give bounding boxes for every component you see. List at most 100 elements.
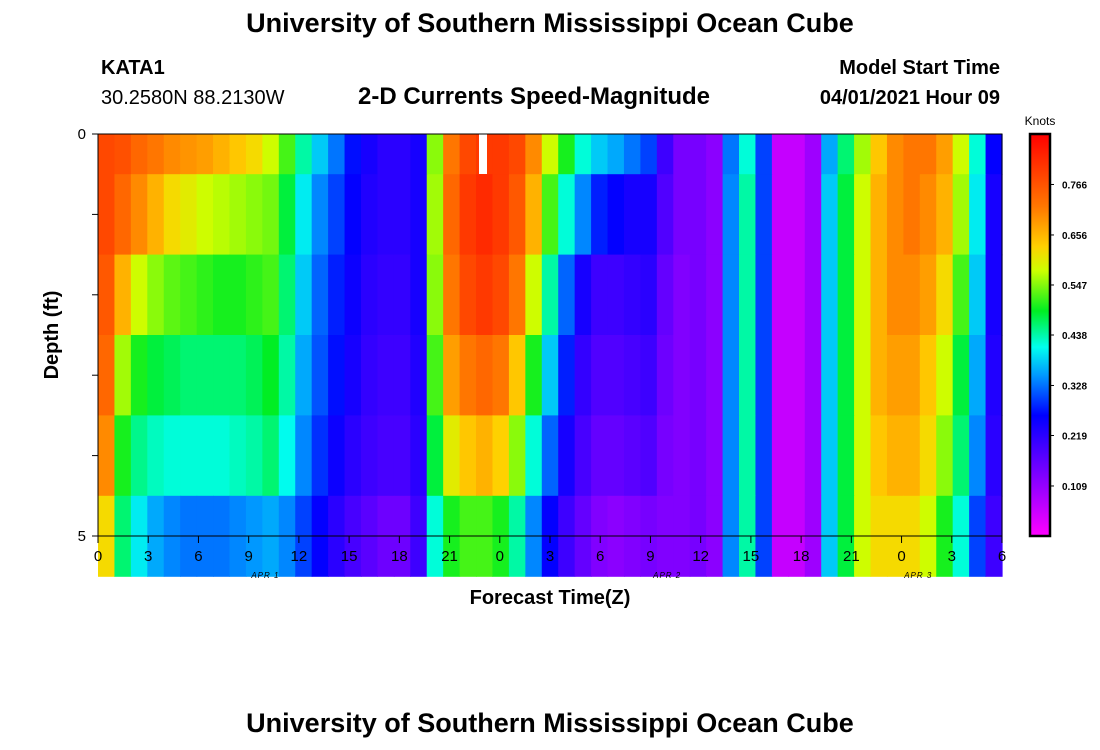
heatmap-cell bbox=[114, 134, 132, 175]
heatmap-cell bbox=[114, 335, 132, 416]
heatmap-cell bbox=[278, 335, 296, 416]
heatmap-cell bbox=[558, 415, 576, 497]
heatmap-cell bbox=[788, 415, 806, 497]
heatmap-cell bbox=[278, 415, 296, 497]
heatmap-cell bbox=[821, 254, 839, 336]
heatmap-cell bbox=[722, 415, 740, 497]
heatmap-cell bbox=[591, 335, 609, 416]
x-tick-label: 18 bbox=[391, 548, 408, 565]
date-label: APR 3 bbox=[903, 571, 932, 580]
x-tick-label: 15 bbox=[743, 548, 760, 565]
x-tick-label: 12 bbox=[692, 548, 709, 565]
heatmap-cell bbox=[130, 335, 148, 416]
heatmap-cell bbox=[114, 254, 132, 336]
heatmap-cell bbox=[689, 174, 707, 256]
colorbar-tick-label: 0.547 bbox=[1062, 281, 1087, 292]
x-tick-label: 9 bbox=[646, 548, 654, 565]
heatmap-cell bbox=[213, 254, 231, 336]
heatmap-cell bbox=[936, 134, 954, 175]
heatmap-cell bbox=[952, 134, 970, 175]
heatmap-cell bbox=[722, 335, 740, 416]
x-tick-label: 0 bbox=[496, 548, 504, 565]
heatmap-cell bbox=[706, 415, 724, 497]
heatmap-cell bbox=[180, 335, 198, 416]
colorbar-tick-label: 0.656 bbox=[1062, 231, 1087, 242]
heatmap-cell bbox=[163, 415, 181, 497]
heatmap-cell bbox=[295, 174, 313, 256]
heatmap-cell bbox=[722, 254, 740, 336]
heatmap-cell bbox=[360, 134, 379, 175]
heatmap-cell bbox=[360, 174, 379, 256]
station-id: KATA1 bbox=[101, 57, 165, 79]
heatmap-cell bbox=[673, 335, 691, 416]
heatmap-cell bbox=[706, 134, 724, 175]
heatmap-cell bbox=[114, 415, 132, 497]
colorbar-tick-label: 0.109 bbox=[1062, 482, 1087, 493]
footer-title: University of Southern Mississippi Ocean… bbox=[246, 708, 854, 738]
heatmap-cell bbox=[558, 254, 576, 336]
heatmap-cell bbox=[147, 134, 165, 175]
heatmap-cell bbox=[147, 174, 165, 256]
heatmap-cell bbox=[821, 415, 839, 497]
heatmap-cell bbox=[508, 174, 526, 256]
heatmap-cell bbox=[525, 134, 543, 175]
page-title: University of Southern Mississippi Ocean… bbox=[246, 8, 854, 38]
heatmap-cell bbox=[245, 335, 263, 416]
heatmap-cell bbox=[245, 134, 263, 175]
heatmap-cell bbox=[936, 335, 954, 416]
heatmap-cell bbox=[393, 254, 411, 336]
heatmap-cell bbox=[541, 134, 559, 175]
heatmap-cell bbox=[870, 134, 888, 175]
heatmap-cell bbox=[410, 174, 428, 256]
heatmap-cell bbox=[262, 415, 280, 497]
heatmap-cell bbox=[804, 174, 822, 256]
heatmap-cell bbox=[739, 254, 757, 336]
heatmap-cell bbox=[870, 174, 888, 256]
heatmap-cell bbox=[262, 134, 280, 175]
colorbar-tick-label: 0.219 bbox=[1062, 432, 1087, 443]
x-tick-label: 15 bbox=[341, 548, 358, 565]
colorbar-tick-label: 0.328 bbox=[1062, 381, 1087, 392]
heatmap-cell bbox=[196, 335, 214, 416]
heatmap-cell bbox=[739, 415, 757, 497]
heatmap-cell bbox=[344, 174, 362, 256]
heatmap-cell bbox=[706, 174, 724, 256]
heatmap-cell bbox=[163, 254, 181, 336]
heatmap-cell bbox=[886, 134, 904, 175]
heatmap-cell bbox=[788, 335, 806, 416]
heatmap-cell bbox=[607, 254, 625, 336]
heatmap-cell bbox=[673, 415, 691, 497]
heatmap-cell bbox=[476, 335, 494, 416]
heatmap-cell bbox=[344, 254, 362, 336]
heatmap-cell bbox=[98, 134, 116, 175]
heatmap-cell bbox=[623, 174, 641, 256]
heatmap-cell bbox=[328, 174, 346, 256]
heatmap-cell bbox=[640, 134, 658, 175]
heatmap-cell bbox=[147, 415, 165, 497]
heatmap-cell bbox=[821, 335, 839, 416]
heatmap-cell bbox=[541, 415, 559, 497]
x-tick-label: 6 bbox=[998, 548, 1006, 565]
heatmap-cell bbox=[196, 415, 214, 497]
heatmap-cell bbox=[295, 415, 313, 497]
heatmap-cell bbox=[147, 335, 165, 416]
heatmap-cell bbox=[623, 335, 641, 416]
heatmap-cell bbox=[196, 254, 214, 336]
heatmap-cell bbox=[755, 335, 773, 416]
x-tick-label: 6 bbox=[596, 548, 604, 565]
heatmap-cell bbox=[262, 254, 280, 336]
heatmap-cell bbox=[459, 335, 477, 416]
heatmap-cell bbox=[985, 134, 1003, 175]
colorbar-gradient bbox=[1028, 132, 1052, 538]
model-start-time: 04/01/2021 Hour 09 bbox=[819, 87, 1000, 109]
heatmap-cell bbox=[673, 254, 691, 336]
heatmap-cell bbox=[278, 254, 296, 336]
heatmap-cell bbox=[377, 174, 395, 256]
heatmap-cell bbox=[245, 174, 263, 256]
heatmap-cell bbox=[640, 254, 658, 336]
heatmap-cell bbox=[393, 174, 411, 256]
heatmap-cell bbox=[739, 134, 757, 175]
heatmap-cell bbox=[180, 134, 198, 175]
heatmap-cell bbox=[130, 134, 148, 175]
heatmap-cell bbox=[837, 254, 855, 336]
